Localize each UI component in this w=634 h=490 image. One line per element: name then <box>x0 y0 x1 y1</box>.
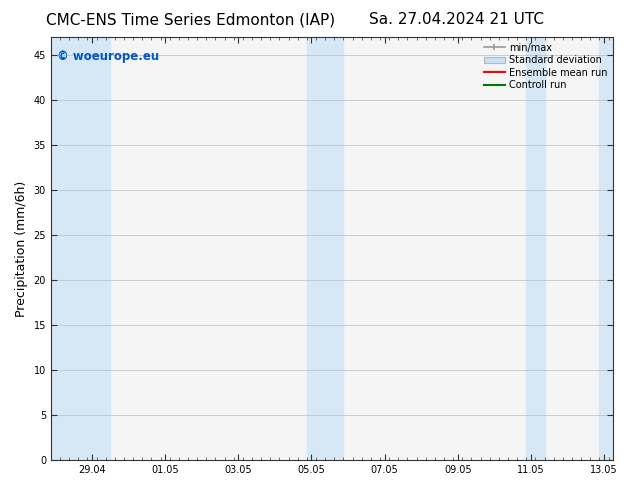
Bar <box>325 37 344 460</box>
Text: CMC-ENS Time Series Edmonton (IAP): CMC-ENS Time Series Edmonton (IAP) <box>46 12 335 27</box>
Text: Sa. 27.04.2024 21 UTC: Sa. 27.04.2024 21 UTC <box>369 12 544 27</box>
Y-axis label: Precipitation (mm/6h): Precipitation (mm/6h) <box>15 180 28 317</box>
Text: © woeurope.eu: © woeurope.eu <box>56 50 158 63</box>
Legend: min/max, Standard deviation, Ensemble mean run, Controll run: min/max, Standard deviation, Ensemble me… <box>480 39 611 94</box>
Bar <box>307 37 325 460</box>
Bar <box>600 37 613 460</box>
Bar <box>92 37 110 460</box>
Bar <box>51 37 92 460</box>
Bar <box>526 37 545 460</box>
